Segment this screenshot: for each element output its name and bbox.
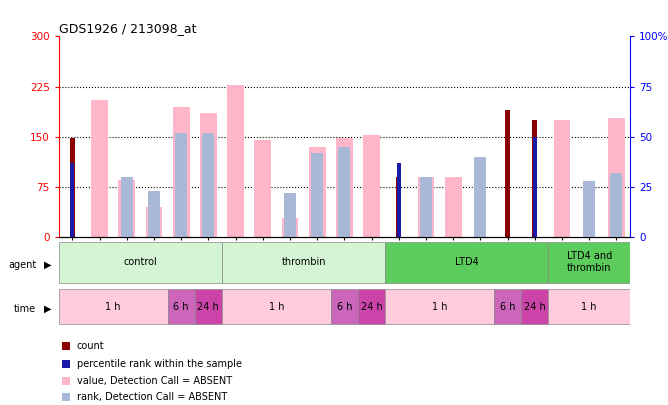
Text: 24 h: 24 h	[524, 302, 546, 312]
Bar	[583, 181, 595, 237]
Bar	[168, 290, 195, 324]
Bar	[554, 120, 570, 237]
Bar	[222, 290, 331, 324]
Text: 1 h: 1 h	[269, 302, 284, 312]
Text: 1 h: 1 h	[106, 302, 121, 312]
Bar	[396, 177, 401, 237]
Bar	[200, 113, 217, 237]
Bar	[358, 290, 385, 324]
Bar	[418, 177, 434, 237]
Bar	[227, 85, 244, 237]
Bar	[339, 147, 350, 237]
Bar	[281, 218, 299, 237]
Bar	[532, 120, 538, 237]
Text: LTD4 and
thrombin: LTD4 and thrombin	[566, 251, 612, 273]
Bar	[91, 100, 108, 237]
Text: agent: agent	[9, 260, 37, 270]
Bar	[284, 193, 296, 237]
Bar	[505, 110, 510, 237]
Text: rank, Detection Call = ABSENT: rank, Detection Call = ABSENT	[77, 392, 227, 402]
Bar	[548, 290, 630, 324]
Text: 24 h: 24 h	[198, 302, 219, 312]
Text: ▶: ▶	[44, 260, 51, 270]
Bar	[445, 177, 462, 237]
Text: 1 h: 1 h	[581, 302, 597, 312]
Bar	[494, 290, 521, 324]
Bar	[420, 177, 432, 237]
Bar	[146, 207, 162, 237]
Bar	[331, 290, 358, 324]
Bar	[148, 191, 160, 237]
Bar	[548, 243, 630, 283]
Bar	[202, 133, 214, 237]
Text: control: control	[124, 257, 157, 267]
Bar	[59, 290, 168, 324]
Bar	[70, 163, 74, 237]
Bar	[385, 290, 494, 324]
Text: GDS1926 / 213098_at: GDS1926 / 213098_at	[59, 22, 196, 35]
Text: count: count	[77, 341, 104, 351]
Bar	[309, 147, 325, 237]
Bar	[69, 138, 75, 237]
Text: thrombin: thrombin	[281, 257, 326, 267]
Bar	[336, 138, 353, 237]
Bar	[385, 243, 548, 283]
Text: 6 h: 6 h	[500, 302, 515, 312]
Text: ▶: ▶	[44, 304, 51, 314]
Text: 1 h: 1 h	[432, 302, 448, 312]
Bar	[173, 107, 190, 237]
Bar	[195, 290, 222, 324]
Bar	[255, 140, 271, 237]
Bar	[363, 135, 380, 237]
Bar	[175, 133, 187, 237]
Bar	[222, 243, 385, 283]
Text: value, Detection Call = ABSENT: value, Detection Call = ABSENT	[77, 376, 232, 386]
Bar	[397, 163, 401, 237]
Text: 6 h: 6 h	[174, 302, 189, 312]
Bar	[611, 173, 623, 237]
Text: time: time	[13, 304, 35, 314]
Text: LTD4: LTD4	[455, 257, 478, 267]
Text: 6 h: 6 h	[337, 302, 352, 312]
Bar	[532, 137, 537, 237]
Bar	[521, 290, 548, 324]
Bar	[311, 153, 323, 237]
Text: 24 h: 24 h	[361, 302, 382, 312]
Text: percentile rank within the sample: percentile rank within the sample	[77, 359, 242, 369]
Bar	[59, 243, 222, 283]
Bar	[118, 180, 135, 237]
Bar	[474, 157, 486, 237]
Bar	[608, 118, 625, 237]
Bar	[121, 177, 133, 237]
